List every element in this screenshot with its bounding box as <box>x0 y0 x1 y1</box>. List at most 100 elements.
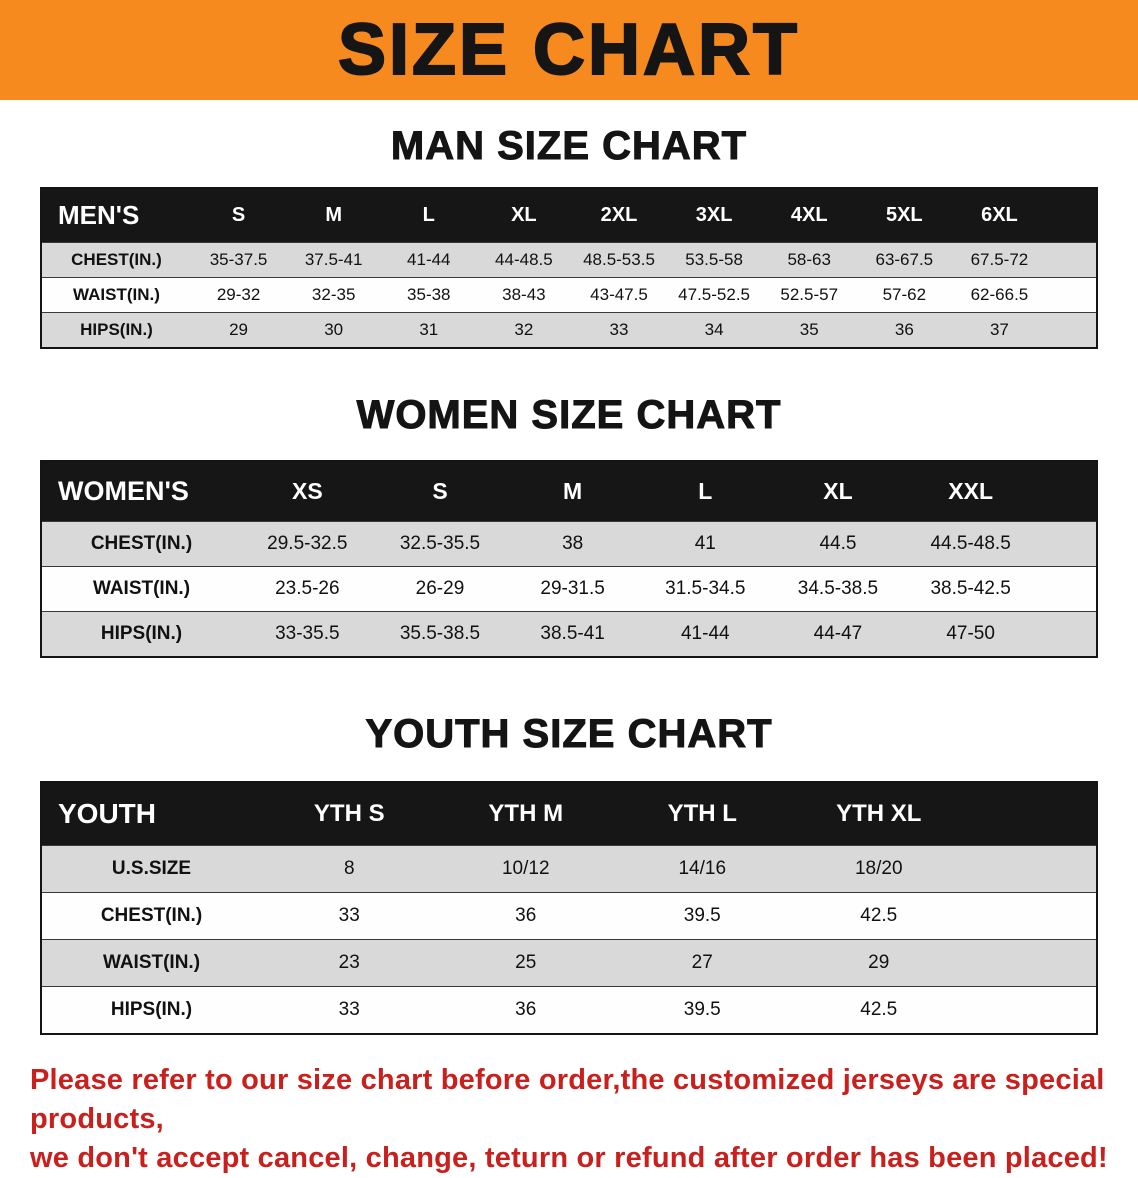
size-value-cell: 33 <box>338 999 360 1020</box>
table-corner-label: WOMEN'S <box>41 461 241 522</box>
table-row: U.S.SIZE 8 10/12 14/16 18/20 <box>41 845 1097 893</box>
size-column-header: L <box>638 461 772 522</box>
women-section-heading: WOMEN SIZE CHART <box>356 393 782 438</box>
header-spacer-cell <box>967 782 1097 846</box>
size-value-cell: 44.5 <box>819 533 857 554</box>
size-value-cell: 10/12 <box>501 858 550 879</box>
size-column-header: YTH L <box>614 782 791 846</box>
size-column-header: YTH M <box>437 782 614 846</box>
size-value-cell: 33-35.5 <box>275 623 340 644</box>
size-value-cell: 44-47 <box>813 623 863 644</box>
table-row: WAIST(IN.) 23.5-26 26-29 29-31.5 31.5-34.5 34… <box>41 566 1097 612</box>
table-row: WAIST(IN.) 29-32 32-35 35-38 38-43 43-47.5 47.… <box>41 277 1097 313</box>
size-column-header: M <box>286 188 382 243</box>
size-value-cell: 32.5-35.5 <box>399 533 481 554</box>
row-label: HIPS(IN.) <box>80 320 153 339</box>
size-value-cell: 33 <box>338 905 360 926</box>
size-value-cell: 36 <box>515 999 537 1020</box>
note-line-1: Please refer to our size chart before or… <box>30 1064 1105 1136</box>
size-value-cell: 47.5-52.5 <box>678 285 751 304</box>
size-value-cell: 41-44 <box>407 250 451 269</box>
size-value-cell: 14/16 <box>678 858 727 879</box>
size-value-cell: 58-63 <box>787 250 831 269</box>
row-label: HIPS(IN.) <box>100 623 183 644</box>
size-value-cell: 41-44 <box>680 623 730 644</box>
size-value-cell: 48.5-53.5 <box>583 250 655 269</box>
table-corner-label: YOUTH <box>41 782 261 846</box>
size-value-cell: 38.5-41 <box>540 623 605 644</box>
row-spacer-cell <box>967 987 1097 1035</box>
size-value-cell: 18/20 <box>854 858 903 879</box>
header-spacer-cell <box>1037 461 1097 522</box>
size-value-cell: 35.5-38.5 <box>399 623 481 644</box>
size-value-cell: 44-48.5 <box>495 250 553 269</box>
size-value-cell: 41 <box>694 533 716 554</box>
women-size-table: WOMEN'S XS S M L XL XXL CHEST(IN.) 29.5-32.5 32.5… <box>40 460 1098 658</box>
table-header-row: YOUTH YTH S YTH M YTH L YTH XL <box>41 782 1097 846</box>
size-value-cell: 23.5-26 <box>275 578 340 599</box>
size-value-cell: 36 <box>894 320 914 339</box>
table-row: HIPS(IN.) 33-35.5 35.5-38.5 38.5-41 41-44 44-… <box>41 611 1097 657</box>
size-value-cell: 34 <box>704 320 724 339</box>
size-column-header: YTH XL <box>790 782 967 846</box>
size-value-cell: 37 <box>989 320 1009 339</box>
size-column-header: XS <box>241 461 374 522</box>
size-column-header: XL <box>476 188 572 243</box>
size-value-cell: 35-38 <box>407 285 451 304</box>
size-value-cell: 43-47.5 <box>590 285 648 304</box>
row-spacer-cell <box>967 893 1097 940</box>
note-line-2: we don't accept cancel, change, teturn o… <box>30 1142 1108 1175</box>
table-corner-label: MEN'S <box>41 188 191 243</box>
row-label: CHEST(IN.) <box>90 533 193 554</box>
men-section: MAN SIZE CHART MEN'S S M L XL 2XL 3XL 4XL 5XL 6XL… <box>0 124 1138 349</box>
size-value-cell: 29-31.5 <box>540 578 605 599</box>
size-value-cell: 29-32 <box>216 285 261 304</box>
size-value-cell: 29 <box>229 320 249 339</box>
table-header-row: WOMEN'S XS S M L XL XXL <box>41 461 1097 522</box>
size-column-header: XXL <box>904 461 1037 522</box>
size-value-cell: 34.5-38.5 <box>797 578 879 599</box>
size-column-header: 3XL <box>666 188 762 243</box>
size-column-header: L <box>381 188 477 243</box>
size-value-cell: 42.5 <box>860 999 898 1020</box>
size-value-cell: 63-67.5 <box>875 250 934 269</box>
size-value-cell: 47-50 <box>946 623 995 644</box>
size-column-header: 5XL <box>856 188 952 243</box>
size-column-header: 2XL <box>571 188 667 243</box>
row-label: HIPS(IN.) <box>110 999 193 1020</box>
row-label: U.S.SIZE <box>111 858 192 879</box>
youth-size-table: YOUTH YTH S YTH M YTH L YTH XL U.S.SIZE 8 10/12… <box>40 781 1098 1035</box>
size-value-cell: 38 <box>562 533 584 554</box>
size-value-cell: 26-29 <box>415 578 465 599</box>
table-row: CHEST(IN.) 29.5-32.5 32.5-35.5 38 41 44.5 44.5… <box>41 521 1097 567</box>
size-value-cell: 25 <box>515 952 537 973</box>
table-row: HIPS(IN.) 33 36 39.5 42.5 <box>41 986 1097 1035</box>
size-value-cell: 27 <box>691 952 713 973</box>
size-value-cell: 31 <box>419 320 439 339</box>
size-value-cell: 67.5-72 <box>970 250 1029 269</box>
size-value-cell: 29.5-32.5 <box>267 533 348 554</box>
row-spacer-cell <box>967 940 1097 987</box>
row-label: WAIST(IN.) <box>102 952 201 973</box>
size-value-cell: 31.5-34.5 <box>665 578 746 599</box>
size-value-cell: 53.5-58 <box>685 250 743 269</box>
size-chart-banner: SIZE CHART <box>0 0 1138 100</box>
size-value-cell: 29 <box>868 952 890 973</box>
size-column-header: S <box>373 461 507 522</box>
size-column-header: 6XL <box>951 188 1047 243</box>
size-value-cell: 32-35 <box>311 285 356 304</box>
size-column-header: S <box>191 188 287 243</box>
youth-section: YOUTH SIZE CHART YOUTH YTH S YTH M YTH L YTH… <box>0 712 1138 1035</box>
size-column-header: XL <box>771 461 905 522</box>
men-section-heading: MAN SIZE CHART <box>390 124 748 169</box>
row-spacer-cell <box>1047 278 1097 313</box>
table-row: WAIST(IN.) 23 25 27 29 <box>41 939 1097 987</box>
disclaimer-note: Please refer to our size chart before or… <box>0 1061 1138 1178</box>
size-value-cell: 57-62 <box>882 285 927 304</box>
size-value-cell: 39.5 <box>683 999 721 1020</box>
table-row: CHEST(IN.) 33 36 39.5 42.5 <box>41 892 1097 940</box>
women-section: WOMEN SIZE CHART WOMEN'S XS S M L XL XXL CHEST(… <box>0 393 1138 658</box>
size-value-cell: 23 <box>338 952 360 973</box>
row-label: WAIST(IN.) <box>73 285 160 304</box>
size-value-cell: 36 <box>515 905 537 926</box>
